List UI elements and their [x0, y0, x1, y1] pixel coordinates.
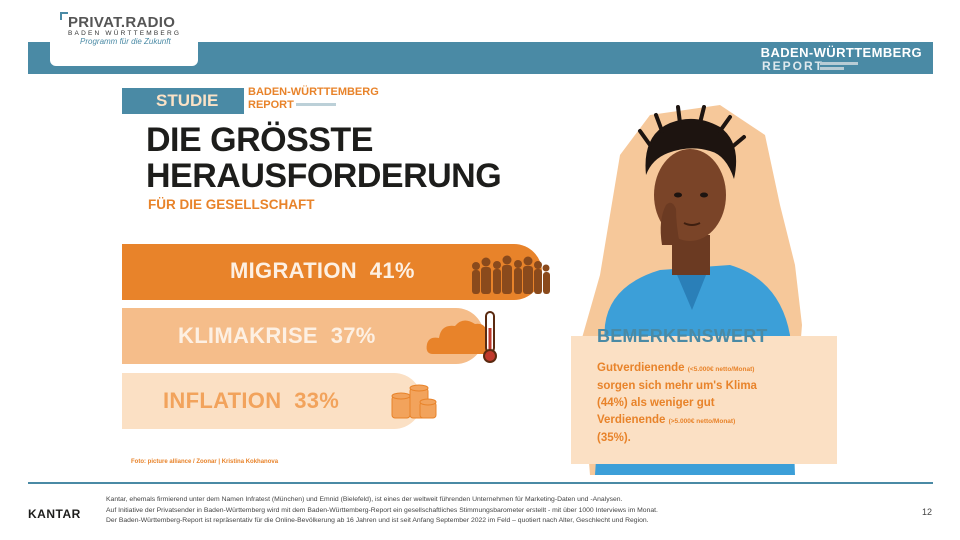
logo-subtitle: BADEN WÜRTTEMBERG [68, 30, 182, 37]
footer-line: Kantar, ehemals firmierend unter dem Nam… [106, 496, 623, 503]
logo-corner-mark [60, 12, 68, 20]
report-deco-bar [820, 62, 858, 65]
footer-line: Der Baden-Württemberg-Report ist repräse… [106, 517, 649, 524]
report-deco-bar [820, 67, 844, 70]
crowd-icon [472, 255, 550, 294]
cloud-thermometer-icon [426, 311, 497, 363]
info-line: (35%). [597, 432, 631, 444]
bar-inflation [122, 373, 422, 429]
bar-label-text: MIGRATION [230, 258, 357, 283]
coin-stack-icon [391, 384, 437, 419]
info-line: Verdienende [597, 414, 666, 426]
study-tag-line-2: REPORT [248, 99, 294, 111]
study-badge: STUDIE [122, 88, 244, 114]
footer-rule [28, 482, 933, 484]
bar-value: 41% [369, 258, 415, 283]
subheadline: FÜR DIE GESELLSCHAFT [148, 197, 315, 212]
page-number: 12 [921, 507, 932, 517]
bar-label-migration: MIGRATION 41% [230, 258, 415, 284]
bar-value: 33% [294, 388, 340, 413]
info-body: Gutverdienende (<5.000€ netto/Monat) sor… [597, 360, 817, 447]
study-tag-line-1: BADEN-WÜRTTEMBERG [248, 86, 379, 98]
study-tag-deco [296, 103, 336, 106]
bar-label-klimakrise: KLIMAKRISE 37% [178, 323, 376, 349]
footer-text: Kantar, ehemals firmierend unter dem Nam… [106, 495, 836, 527]
report-title: BADEN-WÜRTTEMBERG [760, 45, 922, 60]
bar-label-text: INFLATION [163, 388, 282, 413]
headline-line-2: HERAUSFORDERUNG [146, 157, 502, 195]
info-note: (<5.000€ netto/Monat) [687, 366, 755, 373]
bar-klimakrise [122, 308, 484, 364]
info-note: (>5.000€ netto/Monat) [668, 418, 736, 425]
bar-label-text: KLIMAKRISE [178, 323, 318, 348]
logo-card [50, 8, 198, 66]
headline-line-1: DIE GRÖSSTE [146, 121, 373, 159]
logo-claim: Programm für die Zukunft [80, 37, 171, 46]
info-line: sorgen sich mehr um's Klima [597, 380, 757, 392]
kantar-logo: KANTAR [28, 507, 81, 521]
info-title: BEMERKENSWERT [597, 326, 768, 346]
info-line: (44%) als weniger gut [597, 397, 715, 409]
report-subtitle: REPORT [762, 59, 825, 73]
bar-value: 37% [330, 323, 376, 348]
bar-label-inflation: INFLATION 33% [163, 388, 339, 414]
photo-credit: Foto: picture alliance / Zoonar | Kristi… [131, 459, 279, 465]
headline: DIE GRÖSSTE HERAUSFORDERUNG [146, 121, 502, 195]
info-line: Gutverdienende [597, 362, 685, 374]
footer-line: Auf Initiative der Privatsender in Baden… [106, 506, 658, 514]
info-box [571, 336, 837, 464]
logo-title: PRIVAT.RADIO [68, 14, 176, 31]
